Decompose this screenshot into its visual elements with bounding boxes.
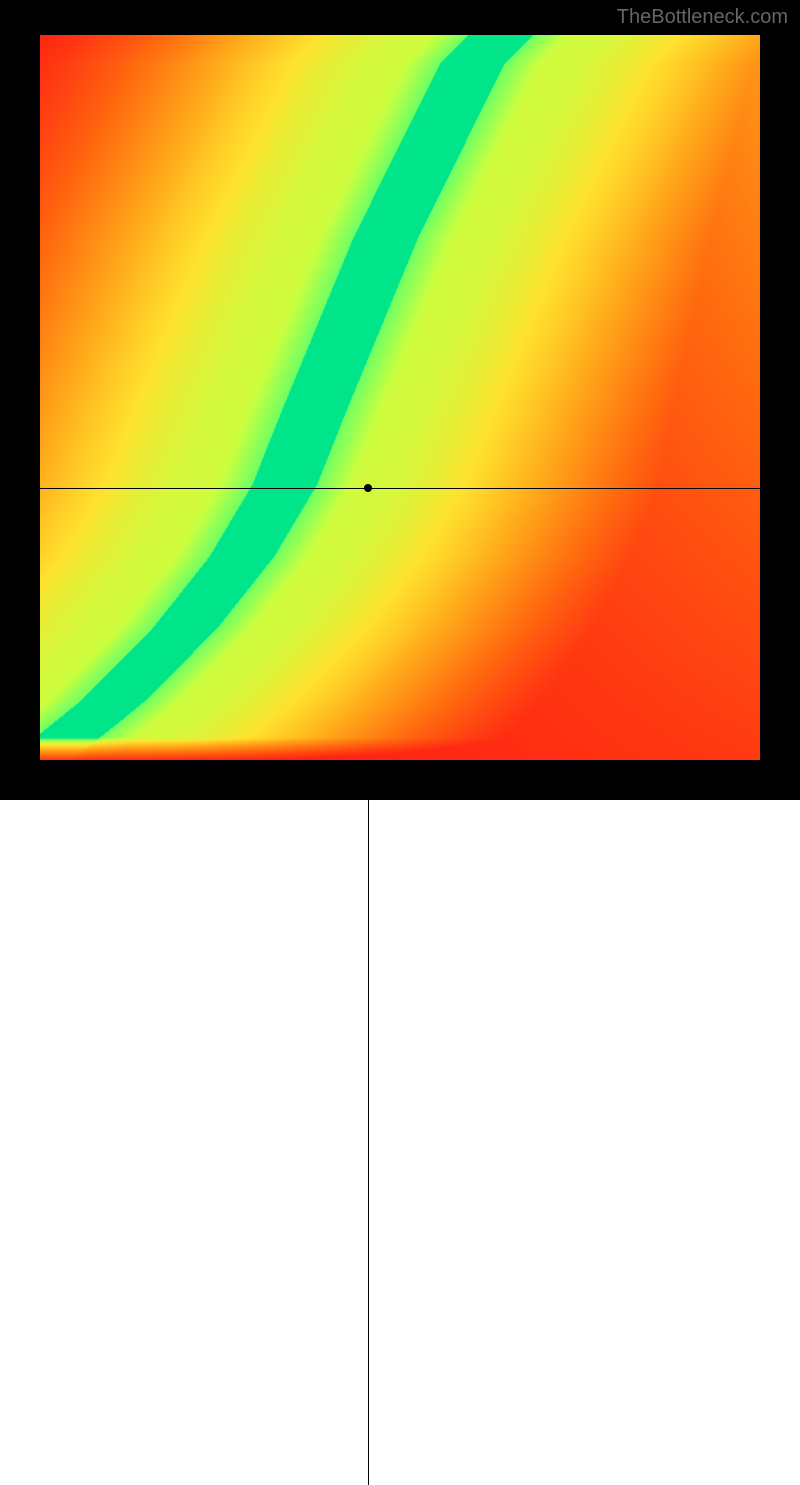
plot-area [40, 35, 760, 760]
crosshair-vertical [368, 760, 369, 1485]
watermark-text: TheBottleneck.com [617, 6, 788, 29]
figure-container: TheBottleneck.com [0, 0, 800, 800]
heatmap-canvas [40, 35, 760, 760]
crosshair-dot [364, 484, 372, 492]
crosshair-horizontal [40, 488, 760, 489]
